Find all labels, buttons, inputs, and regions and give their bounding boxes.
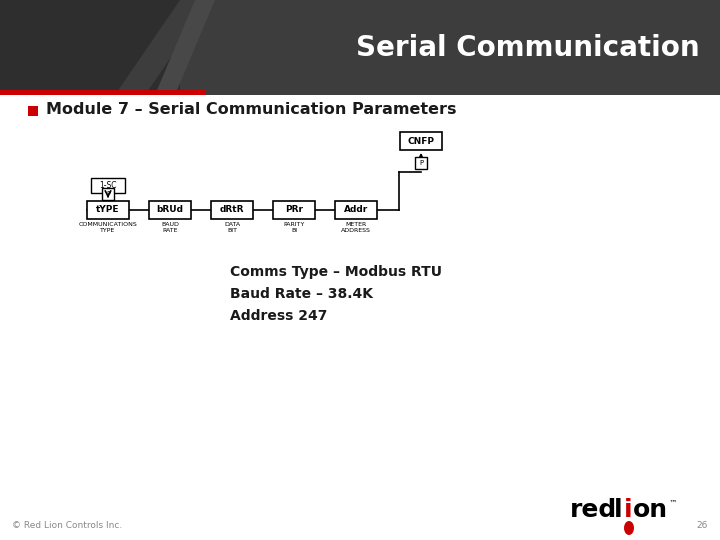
Text: P: P — [106, 191, 110, 197]
Text: Serial Communication: Serial Communication — [356, 33, 700, 62]
Text: © Red Lion Controls Inc.: © Red Lion Controls Inc. — [12, 521, 122, 530]
Text: DATA
BIT: DATA BIT — [224, 222, 240, 233]
Text: PARITY
BI: PARITY BI — [283, 222, 305, 233]
Bar — [180, 0, 720, 95]
Text: METER
ADDRESS: METER ADDRESS — [341, 222, 371, 233]
Bar — [0, 0, 720, 95]
Text: 26: 26 — [697, 521, 708, 530]
Text: Addr: Addr — [344, 206, 368, 214]
Text: l: l — [614, 498, 623, 522]
Bar — [400, 132, 442, 150]
Ellipse shape — [624, 521, 634, 535]
Text: tYPE: tYPE — [96, 206, 120, 214]
Text: PRr: PRr — [285, 206, 303, 214]
Polygon shape — [155, 0, 215, 95]
Bar — [0, 90, 205, 95]
Bar — [28, 106, 38, 116]
Bar — [91, 178, 125, 193]
Text: CNFP: CNFP — [408, 137, 434, 145]
Text: Comms Type – Modbus RTU: Comms Type – Modbus RTU — [230, 265, 442, 279]
Bar — [102, 188, 114, 200]
Text: i: i — [624, 498, 633, 522]
Bar — [211, 201, 253, 219]
Text: ™: ™ — [669, 499, 678, 508]
Bar — [149, 201, 191, 219]
Bar — [335, 201, 377, 219]
Text: Baud Rate – 38.4K: Baud Rate – 38.4K — [230, 287, 373, 301]
Text: COMMUNICATIONS
TYPE: COMMUNICATIONS TYPE — [78, 222, 138, 233]
Text: dRtR: dRtR — [220, 206, 244, 214]
Text: BAUD
RATE: BAUD RATE — [161, 222, 179, 233]
Text: red: red — [570, 498, 617, 522]
Text: bRUd: bRUd — [156, 206, 184, 214]
Text: P: P — [419, 160, 423, 166]
Text: 1-SC: 1-SC — [99, 181, 117, 191]
Text: Module 7 – Serial Communication Parameters: Module 7 – Serial Communication Paramete… — [46, 103, 456, 118]
Text: on: on — [633, 498, 668, 522]
Bar — [273, 201, 315, 219]
Bar — [415, 157, 427, 169]
Bar — [87, 201, 129, 219]
Polygon shape — [115, 0, 210, 95]
Text: Address 247: Address 247 — [230, 309, 328, 323]
